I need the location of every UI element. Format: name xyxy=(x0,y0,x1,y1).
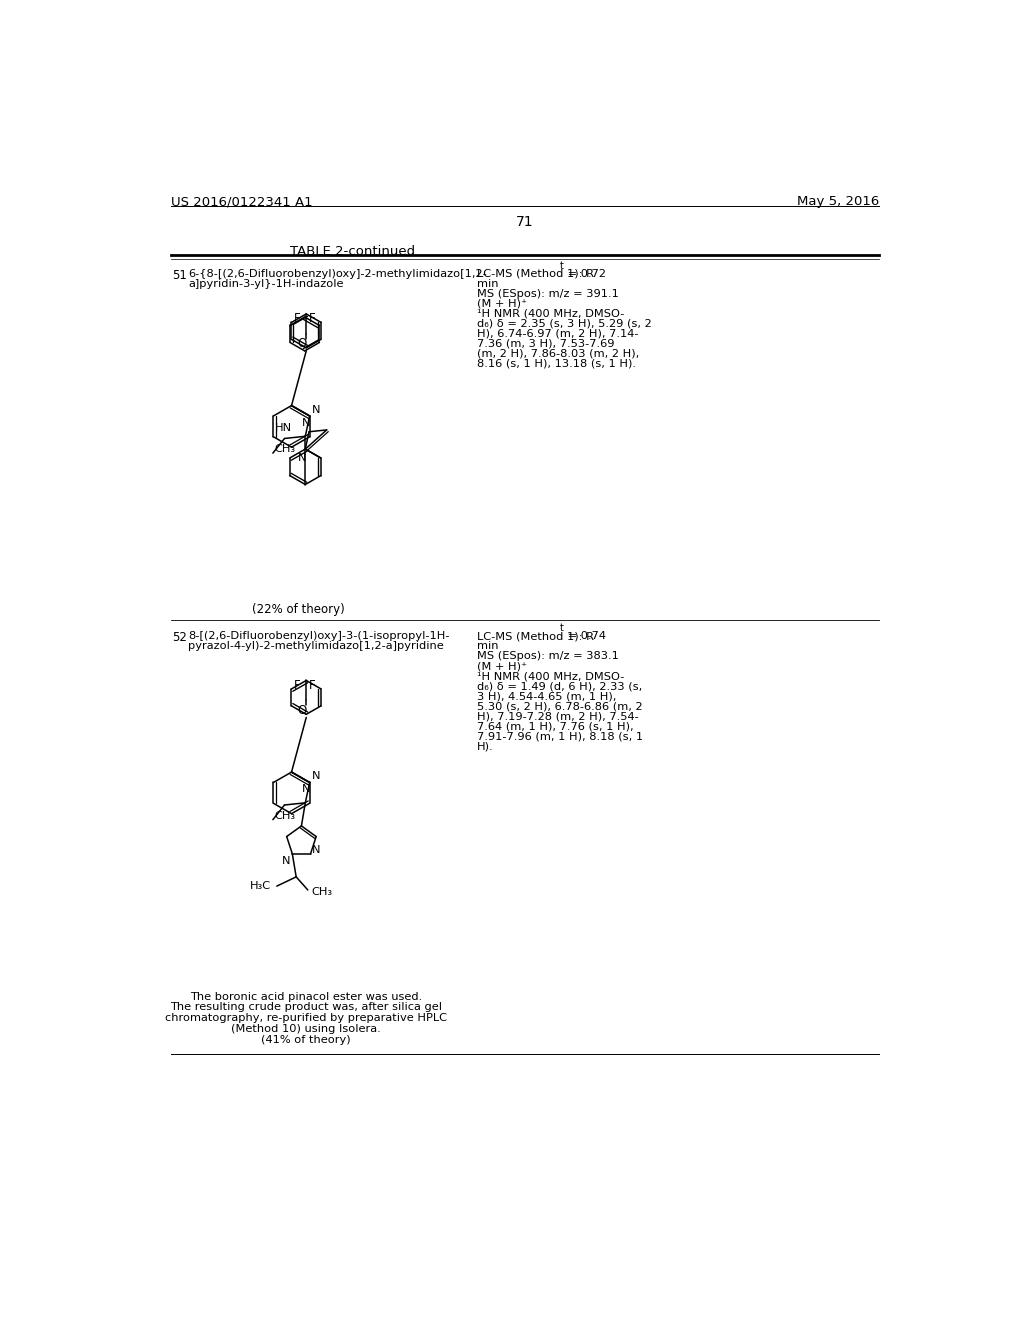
Text: O: O xyxy=(298,338,307,351)
Text: min: min xyxy=(477,279,499,289)
Text: ¹H NMR (400 MHz, DMSO-: ¹H NMR (400 MHz, DMSO- xyxy=(477,309,624,318)
Text: TABLE 2-continued: TABLE 2-continued xyxy=(290,244,416,257)
Text: t: t xyxy=(560,260,563,271)
Text: The resulting crude product was, after silica gel: The resulting crude product was, after s… xyxy=(170,1002,442,1012)
Text: 5.30 (s, 2 H), 6.78-6.86 (m, 2: 5.30 (s, 2 H), 6.78-6.86 (m, 2 xyxy=(477,701,642,711)
Text: F: F xyxy=(294,678,300,692)
Text: LC-MS (Method 1): R: LC-MS (Method 1): R xyxy=(477,268,594,279)
Text: HN: HN xyxy=(274,422,292,433)
Text: N: N xyxy=(302,784,311,795)
Text: 7.64 (m, 1 H), 7.76 (s, 1 H),: 7.64 (m, 1 H), 7.76 (s, 1 H), xyxy=(477,721,634,731)
Text: a]pyridin-3-yl}-1H-indazole: a]pyridin-3-yl}-1H-indazole xyxy=(188,279,344,289)
Text: H).: H). xyxy=(477,742,494,751)
Text: min: min xyxy=(477,642,499,651)
Text: N: N xyxy=(312,845,321,855)
Text: 52: 52 xyxy=(172,631,187,644)
Text: LC-MS (Method 1): R: LC-MS (Method 1): R xyxy=(477,631,594,642)
Text: N: N xyxy=(282,857,290,866)
Text: H₃C: H₃C xyxy=(250,882,270,891)
Text: CH₃: CH₃ xyxy=(274,810,296,821)
Text: MS (ESpos): m/z = 383.1: MS (ESpos): m/z = 383.1 xyxy=(477,651,618,661)
Text: N: N xyxy=(312,771,321,781)
Text: 8.16 (s, 1 H), 13.18 (s, 1 H).: 8.16 (s, 1 H), 13.18 (s, 1 H). xyxy=(477,359,636,368)
Text: 7.36 (m, 3 H), 7.53-7.69: 7.36 (m, 3 H), 7.53-7.69 xyxy=(477,339,614,348)
Text: O: O xyxy=(298,704,307,717)
Text: F: F xyxy=(308,312,315,325)
Text: (Method 10) using Isolera.: (Method 10) using Isolera. xyxy=(231,1024,381,1034)
Text: (m, 2 H), 7.86-8.03 (m, 2 H),: (m, 2 H), 7.86-8.03 (m, 2 H), xyxy=(477,348,639,359)
Text: pyrazol-4-yl)-2-methylimidazo[1,2-a]pyridine: pyrazol-4-yl)-2-methylimidazo[1,2-a]pyri… xyxy=(188,642,444,651)
Text: = 0.74: = 0.74 xyxy=(564,631,606,642)
Text: 7.91-7.96 (m, 1 H), 8.18 (s, 1: 7.91-7.96 (m, 1 H), 8.18 (s, 1 xyxy=(477,731,643,742)
Text: (41% of theory): (41% of theory) xyxy=(261,1035,351,1044)
Text: F: F xyxy=(294,312,300,325)
Text: 51: 51 xyxy=(172,268,187,281)
Text: d₆) δ = 2.35 (s, 3 H), 5.29 (s, 2: d₆) δ = 2.35 (s, 3 H), 5.29 (s, 2 xyxy=(477,318,651,329)
Text: The boronic acid pinacol ester was used.: The boronic acid pinacol ester was used. xyxy=(190,991,422,1002)
Text: 8-[(2,6-Difluorobenzyl)oxy]-3-(1-isopropyl-1H-: 8-[(2,6-Difluorobenzyl)oxy]-3-(1-isoprop… xyxy=(188,631,450,642)
Text: d₆) δ = 1.49 (d, 6 H), 2.33 (s,: d₆) δ = 1.49 (d, 6 H), 2.33 (s, xyxy=(477,681,642,692)
Text: N: N xyxy=(298,453,306,463)
Text: May 5, 2016: May 5, 2016 xyxy=(797,195,879,209)
Text: 6-{8-[(2,6-Difluorobenzyl)oxy]-2-methylimidazo[1,2-: 6-{8-[(2,6-Difluorobenzyl)oxy]-2-methyli… xyxy=(188,268,487,279)
Text: US 2016/0122341 A1: US 2016/0122341 A1 xyxy=(171,195,312,209)
Text: MS (ESpos): m/z = 391.1: MS (ESpos): m/z = 391.1 xyxy=(477,289,618,298)
Text: CH₃: CH₃ xyxy=(274,445,296,454)
Text: N: N xyxy=(302,417,311,428)
Text: N: N xyxy=(312,405,321,414)
Text: (22% of theory): (22% of theory) xyxy=(252,603,345,615)
Text: = 0.72: = 0.72 xyxy=(564,268,606,279)
Text: CH₃: CH₃ xyxy=(311,887,333,898)
Text: ¹H NMR (400 MHz, DMSO-: ¹H NMR (400 MHz, DMSO- xyxy=(477,671,624,681)
Text: 71: 71 xyxy=(516,215,534,228)
Text: F: F xyxy=(308,678,315,692)
Text: chromatography, re-purified by preparative HPLC: chromatography, re-purified by preparati… xyxy=(165,1014,447,1023)
Text: 3 H), 4.54-4.65 (m, 1 H),: 3 H), 4.54-4.65 (m, 1 H), xyxy=(477,692,616,701)
Text: (M + H)⁺: (M + H)⁺ xyxy=(477,661,527,671)
Text: t: t xyxy=(560,623,563,634)
Text: H), 7.19-7.28 (m, 2 H), 7.54-: H), 7.19-7.28 (m, 2 H), 7.54- xyxy=(477,711,639,721)
Text: H), 6.74-6.97 (m, 2 H), 7.14-: H), 6.74-6.97 (m, 2 H), 7.14- xyxy=(477,329,638,338)
Text: (M + H)⁺: (M + H)⁺ xyxy=(477,298,527,309)
